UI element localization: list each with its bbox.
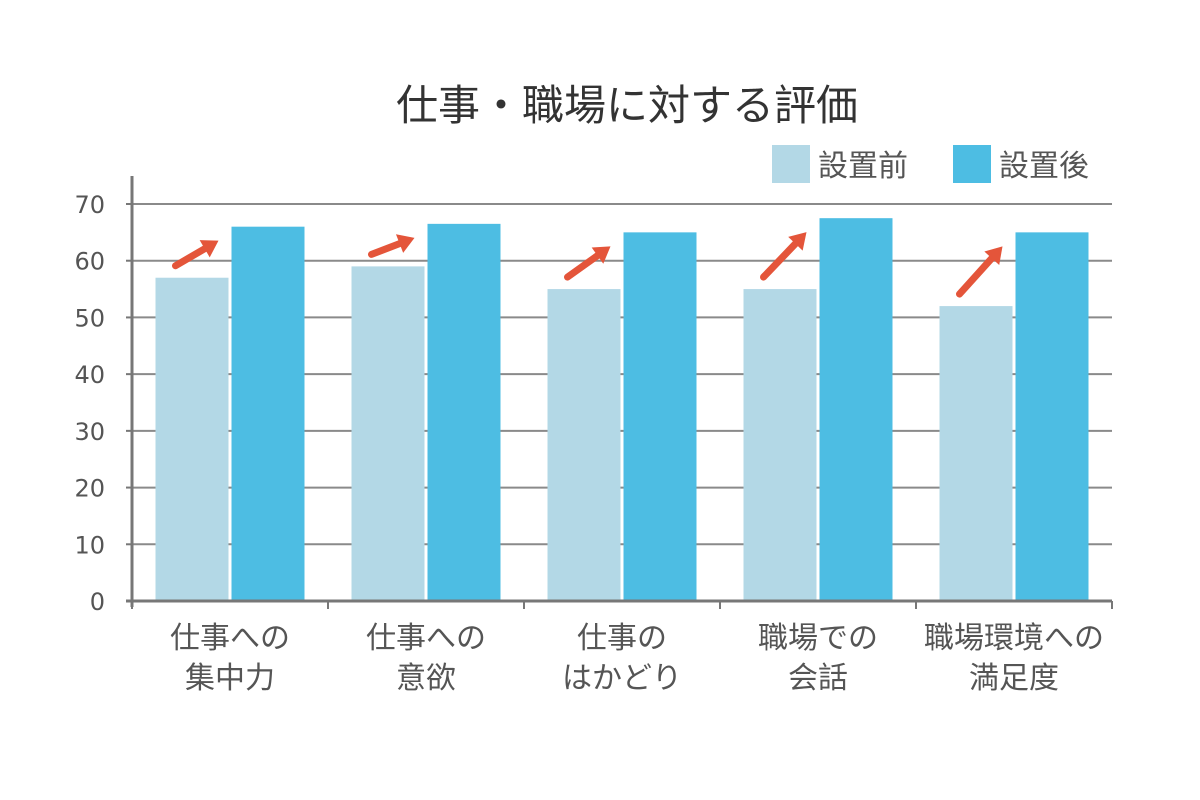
bar-before xyxy=(743,289,817,601)
legend-swatch xyxy=(953,145,991,183)
bar-after xyxy=(623,232,697,601)
legend-item: 設置前 xyxy=(772,145,908,184)
axes xyxy=(126,176,1113,609)
x-tick-label: 職場環境への xyxy=(924,621,1104,656)
y-tick-label: 10 xyxy=(74,531,105,559)
y-axis-ticks: 0 10 20 30 40 50 60 70 xyxy=(74,191,105,616)
y-tick-label: 50 xyxy=(74,304,105,332)
x-tick-label: 会話 xyxy=(788,661,848,696)
x-tick-label: 仕事への xyxy=(170,621,290,656)
y-tick-label: 30 xyxy=(74,418,105,446)
bar-before xyxy=(155,277,229,601)
bar-after xyxy=(1015,232,1089,601)
bar-after xyxy=(427,223,501,601)
increase-arrow-icon xyxy=(172,240,219,270)
legend-label: 設置前 xyxy=(818,149,908,184)
x-tick-label: 仕事の xyxy=(577,621,667,656)
increase-arrow-icon xyxy=(368,234,415,258)
x-tick-label: 満足度 xyxy=(969,661,1059,696)
y-tick-label: 0 xyxy=(90,588,105,616)
y-tick-label: 60 xyxy=(74,248,105,276)
increase-arrow-icon xyxy=(956,246,1003,298)
y-tick-label: 70 xyxy=(74,191,105,219)
chart-title: 仕事・職場に対する評価 xyxy=(396,81,858,130)
bar-before xyxy=(351,266,425,601)
x-tick-label: はかどり xyxy=(562,661,682,696)
x-tick-label: 集中力 xyxy=(185,661,275,696)
legend: 設置前 設置後 xyxy=(772,145,1089,184)
increase-arrow-icon xyxy=(564,246,611,281)
x-tick-label: 仕事への xyxy=(366,621,486,656)
arrows xyxy=(172,232,1003,298)
bar-after xyxy=(819,218,893,601)
legend-label: 設置後 xyxy=(999,149,1089,184)
bar-before xyxy=(939,306,1013,601)
increase-arrow-icon xyxy=(760,232,807,281)
bar-before xyxy=(547,289,621,601)
x-tick-label: 意欲 xyxy=(396,661,456,696)
y-tick-label: 20 xyxy=(74,475,105,503)
y-tick-label: 40 xyxy=(74,361,105,389)
legend-swatch xyxy=(772,145,810,183)
bars xyxy=(155,218,1089,601)
bar-after xyxy=(231,226,305,601)
legend-item: 設置後 xyxy=(953,145,1089,184)
x-tick-label: 職場での xyxy=(758,621,878,656)
